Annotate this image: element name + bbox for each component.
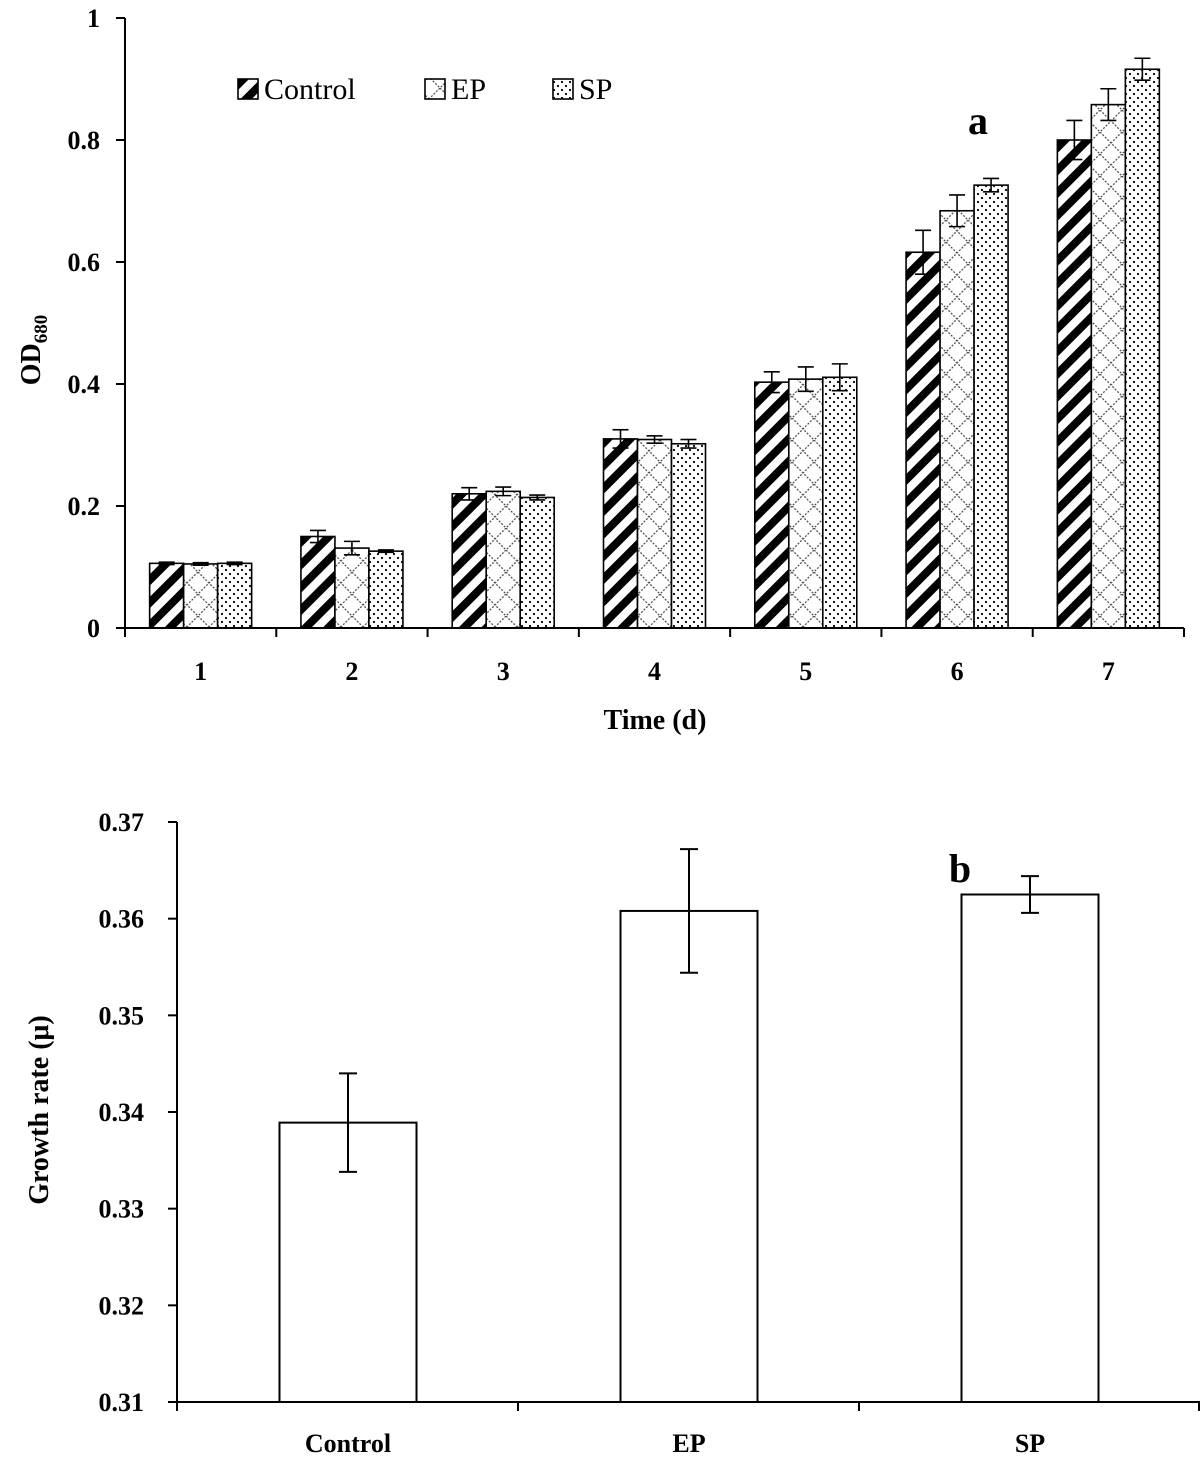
legend-label-control: Control bbox=[264, 73, 356, 106]
bar-sp-day-4 bbox=[670, 442, 707, 629]
error-bar-control-day-4 bbox=[612, 428, 629, 449]
bar-ep-day-5 bbox=[787, 378, 824, 629]
x-tick-label: 6 bbox=[951, 657, 964, 686]
bar-ep-day-2 bbox=[334, 547, 370, 629]
y-tick-label: 0.4 bbox=[68, 370, 101, 399]
x-tick-label: 7 bbox=[1102, 657, 1115, 686]
error-bar-control bbox=[339, 1072, 357, 1173]
panel-b-growth-rate: Control EP SP0.310.320.330.340.350.360.37 … bbox=[24, 808, 1200, 1458]
bar-ep-day-7 bbox=[1090, 103, 1127, 629]
panel-a-x-axis-label: Time (d) bbox=[604, 705, 707, 736]
bar-ep-day-3 bbox=[485, 490, 522, 629]
bar-sp-day-5 bbox=[821, 376, 858, 629]
panel-a-axes bbox=[116, 17, 1185, 637]
y-tick-label: 0.8 bbox=[68, 126, 101, 155]
panel-b-y-axis-label: Growth rate (μ) bbox=[24, 1015, 55, 1205]
panel-b-tick-labels: Control EP SP 0.31 0.32 0.33 0.34 0.35 0.36 0.37 bbox=[99, 808, 1046, 1458]
error-bar-control-day-7 bbox=[1066, 119, 1083, 161]
y-tick-label: 0.36 bbox=[99, 905, 145, 934]
error-bar-sp-day-7 bbox=[1134, 57, 1151, 82]
bar-control-day-2 bbox=[300, 535, 336, 629]
bar-sp-day-7 bbox=[1124, 68, 1161, 629]
error-bar-ep bbox=[680, 848, 698, 974]
panel-a-bars bbox=[148, 57, 1161, 629]
legend-label-sp: SP bbox=[579, 73, 612, 106]
bar-control-day-5 bbox=[753, 381, 790, 629]
y-label-subscript: 680 bbox=[31, 315, 52, 344]
bar-ep-day-6 bbox=[939, 209, 975, 629]
y-tick-label: 0.33 bbox=[99, 1195, 145, 1224]
x-tick-label: 5 bbox=[799, 657, 812, 686]
y-tick-label: 0 bbox=[87, 614, 100, 643]
error-bar-control-day-1 bbox=[158, 561, 175, 566]
error-bar-ep-day-5 bbox=[797, 366, 814, 393]
y-tick-label: 0.31 bbox=[99, 1388, 145, 1417]
panel-b-letter: b bbox=[949, 846, 971, 891]
error-bar-sp-day-2 bbox=[377, 549, 394, 554]
y-tick-label: 0.35 bbox=[99, 1001, 145, 1030]
legend-item-ep: EP bbox=[424, 73, 486, 106]
x-tick-label: 4 bbox=[648, 657, 661, 686]
legend-item-sp: SP bbox=[552, 73, 612, 106]
bar-ep-day-1 bbox=[182, 563, 219, 629]
x-tick-label-sp: SP bbox=[1015, 1429, 1045, 1458]
x-tick-label: 3 bbox=[497, 657, 510, 686]
panel-b-bars bbox=[278, 848, 1100, 1404]
error-bar-ep-day-3 bbox=[495, 486, 512, 497]
y-tick-label: 0.2 bbox=[68, 492, 101, 521]
error-bar-control-day-2 bbox=[309, 529, 326, 544]
legend-swatch-ep bbox=[424, 78, 446, 100]
error-bar-ep-day-4 bbox=[646, 435, 663, 444]
error-bar-ep-day-2 bbox=[343, 540, 360, 556]
y-tick-label: 0.37 bbox=[99, 808, 145, 837]
bar-control-day-7 bbox=[1056, 139, 1093, 629]
y-tick-label: 0.6 bbox=[68, 248, 101, 277]
y-tick-label: 1 bbox=[87, 4, 100, 33]
bar-sp-day-3 bbox=[519, 496, 556, 629]
error-bar-sp-day-4 bbox=[680, 438, 697, 449]
y-tick-label: 0.34 bbox=[99, 1098, 145, 1127]
error-bar-control-day-6 bbox=[915, 229, 932, 276]
x-tick-label: 1 bbox=[194, 657, 207, 686]
bar-sp-day-6 bbox=[973, 184, 1009, 629]
x-tick-label-control: Control bbox=[305, 1429, 391, 1458]
error-bar-ep-day-6 bbox=[949, 194, 966, 228]
error-bar-sp-day-6 bbox=[983, 177, 1000, 193]
y-tick-label: 0.32 bbox=[99, 1291, 145, 1320]
bar-control-day-3 bbox=[451, 492, 488, 629]
panel-a-tick-labels: 1 2 3 4 5 6 7 0 0.2 0.4 0.6 0.8 1 bbox=[68, 4, 1115, 686]
legend-label-ep: EP bbox=[451, 73, 486, 106]
y-label-main: OD bbox=[16, 343, 47, 385]
error-bar-sp-day-3 bbox=[529, 494, 546, 501]
error-bar-control-day-5 bbox=[763, 370, 780, 394]
legend-item-control: Control bbox=[237, 73, 356, 106]
bar-sp-day-1 bbox=[216, 562, 253, 629]
error-bar-sp-day-5 bbox=[831, 363, 848, 392]
bar-control-day-4 bbox=[602, 438, 639, 629]
error-bar-ep-day-1 bbox=[192, 561, 209, 566]
bar-control-day-6 bbox=[905, 251, 941, 629]
error-bar-sp-day-1 bbox=[226, 561, 243, 566]
bar-ep bbox=[619, 909, 759, 1404]
error-bar-control-day-3 bbox=[461, 486, 478, 501]
bar-sp-day-2 bbox=[368, 550, 404, 629]
legend-swatch-sp bbox=[552, 78, 574, 100]
bar-control-day-1 bbox=[148, 562, 185, 629]
error-bar-sp bbox=[1021, 875, 1039, 914]
x-tick-label-ep: EP bbox=[672, 1429, 705, 1458]
legend-swatch-control bbox=[237, 78, 259, 100]
panel-a-y-axis-label: OD680 bbox=[16, 315, 52, 386]
panel-b-axes bbox=[168, 821, 1200, 1411]
x-tick-label: 2 bbox=[345, 657, 358, 686]
panel-a-growth-curve: 1 2 3 4 5 6 7 0 0.2 0.4 0.6 0.8 1 Time (d) OD680 Con… bbox=[16, 4, 1185, 736]
bar-ep-day-4 bbox=[636, 438, 673, 629]
panel-a-legend: Control EP SP bbox=[237, 73, 612, 106]
bar-sp bbox=[960, 893, 1100, 1403]
panel-a-letter: a bbox=[968, 98, 988, 143]
error-bar-ep-day-7 bbox=[1100, 87, 1117, 122]
